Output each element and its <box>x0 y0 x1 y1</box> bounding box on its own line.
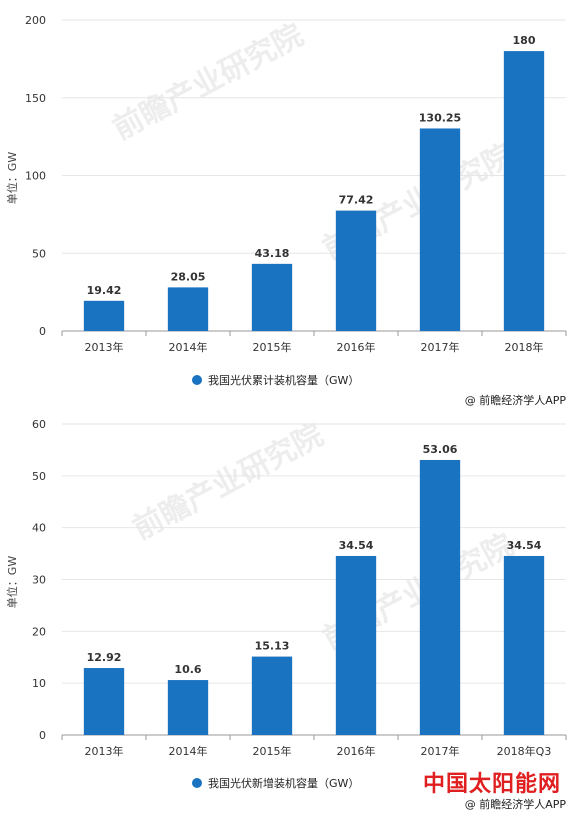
y-tick-label: 0 <box>39 729 46 742</box>
y-tick-label: 0 <box>39 325 46 338</box>
data-label: 12.92 <box>87 651 122 664</box>
x-tick-label: 2018年 <box>505 340 544 354</box>
watermark-text: 前瞻产业研究院 <box>107 18 309 147</box>
bar[interactable] <box>419 128 461 331</box>
x-tick-label: 2017年 <box>421 744 460 758</box>
x-tick-label: 2015年 <box>253 340 292 354</box>
bar[interactable] <box>335 555 377 735</box>
bar[interactable] <box>503 51 545 331</box>
bar[interactable] <box>83 300 125 331</box>
data-label: 10.6 <box>174 663 201 676</box>
data-label: 77.42 <box>339 194 374 207</box>
bar[interactable] <box>503 555 545 735</box>
legend-marker <box>192 778 202 788</box>
y-tick-label: 60 <box>32 418 46 431</box>
data-label: 53.06 <box>423 443 458 456</box>
bar[interactable] <box>167 680 209 735</box>
x-tick-label: 2017年 <box>421 340 460 354</box>
x-tick-label: 2013年 <box>85 744 124 758</box>
y-tick-label: 200 <box>25 14 46 27</box>
x-tick-label: 2014年 <box>169 340 208 354</box>
bar[interactable] <box>335 210 377 331</box>
y-tick-label: 10 <box>32 677 46 690</box>
data-label: 28.05 <box>171 270 206 283</box>
x-tick-label: 2015年 <box>253 744 292 758</box>
data-label: 130.25 <box>419 111 461 124</box>
y-tick-label: 50 <box>32 247 46 260</box>
bar[interactable] <box>167 287 209 331</box>
y-tick-label: 30 <box>32 574 46 587</box>
source-credit: @ 前瞻经济学人APP <box>465 797 567 811</box>
x-tick-label: 2016年 <box>337 744 376 758</box>
y-axis-label: 单位：GW <box>5 556 19 609</box>
data-label: 180 <box>513 34 536 47</box>
y-tick-label: 100 <box>25 170 46 183</box>
x-tick-label: 2018年Q3 <box>497 744 552 758</box>
source-credit: @ 前瞻经济学人APP <box>465 393 567 407</box>
data-label: 19.42 <box>87 284 122 297</box>
y-tick-label: 50 <box>32 470 46 483</box>
legend-label: 我国光伏新增装机容量（GW） <box>208 776 359 790</box>
bar[interactable] <box>83 668 125 735</box>
y-axis-label: 单位：GW <box>5 152 19 205</box>
y-tick-label: 40 <box>32 522 46 535</box>
legend-marker <box>192 375 202 385</box>
bar[interactable] <box>251 263 293 331</box>
y-tick-label: 20 <box>32 625 46 638</box>
x-tick-label: 2016年 <box>337 340 376 354</box>
legend-label: 我国光伏累计装机容量（GW） <box>208 373 359 387</box>
x-tick-label: 2014年 <box>169 744 208 758</box>
data-label: 34.54 <box>507 539 542 552</box>
legend[interactable]: 我国光伏新增装机容量（GW） <box>192 776 359 790</box>
x-tick-label: 2013年 <box>85 340 124 354</box>
y-tick-label: 150 <box>25 92 46 105</box>
data-label: 34.54 <box>339 539 374 552</box>
bar[interactable] <box>419 459 461 735</box>
legend[interactable]: 我国光伏累计装机容量（GW） <box>192 373 359 387</box>
bar[interactable] <box>251 656 293 735</box>
data-label: 43.18 <box>255 247 290 260</box>
brand-logo-text: 中国太阳能网 <box>423 771 561 797</box>
cumulative-capacity-chart: 19.42 28.05 43.18 77.42 130.25 180 0 50 100 150 2… <box>5 14 567 407</box>
data-label: 15.13 <box>255 640 290 653</box>
new-capacity-chart: 12.92 10.6 15.13 34.54 53.06 34.54 0 10 20 30 40 5… <box>5 418 567 811</box>
